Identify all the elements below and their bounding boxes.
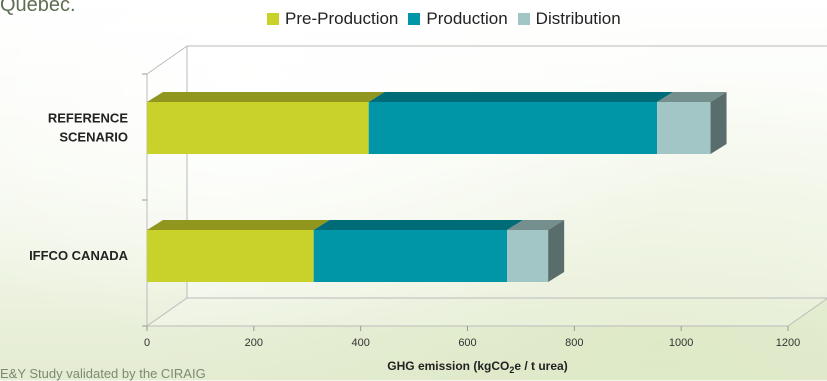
bar-production-iffco [313,230,508,282]
x-tick-label: 400 [351,337,369,349]
chart-floor [145,297,827,327]
legend-label-distribution: Distribution [535,9,621,28]
bar-top-production [313,220,524,230]
bar-top-pre-production [147,220,330,230]
bar-distribution-reference [657,102,711,154]
x-tick-label: 1000 [669,337,693,349]
category-axis-top-edge [146,45,188,75]
header-text: Québec. [0,0,76,16]
legend-item-production: Production [408,9,508,29]
chart-legend: Pre-Production Production Distribution [267,9,621,29]
legend-label-production: Production [426,9,508,28]
legend-label-pre-production: Pre-Production [285,9,399,28]
bar-distribution-iffco [507,230,549,282]
legend-item-pre-production: Pre-Production [267,9,398,29]
x-tick-label: 1200 [776,337,800,349]
legend-swatch-distribution [517,13,530,25]
bar-top-production [368,92,674,102]
legend-item-distribution: Distribution [517,9,621,29]
x-tick-label: 800 [565,337,583,349]
bar-pre-production-reference [147,102,369,154]
x-tick-label: 600 [458,337,476,349]
bar-top-distribution [657,92,727,102]
bar-side-distribution [710,92,727,154]
x-tick-label: 0 [144,337,150,349]
bar-top-distribution [507,220,565,230]
legend-swatch-pre-production [267,13,279,25]
category-label: REFERENCE [48,111,129,126]
legend-swatch-production [408,13,421,25]
bar-production-reference [368,102,658,154]
bar-top-pre-production [147,92,385,102]
x-axis-title: GHG emission (kgCO2e / t urea) [387,359,567,375]
footer-text: E&Y Study validated by the CIRAIG [0,366,206,381]
x-tick-label: 200 [245,337,263,349]
bar-side-distribution [548,220,565,282]
category-label: SCENARIO [59,130,128,145]
bar-pre-production-iffco [147,230,314,282]
category-label: IFFCO CANADA [29,248,129,263]
